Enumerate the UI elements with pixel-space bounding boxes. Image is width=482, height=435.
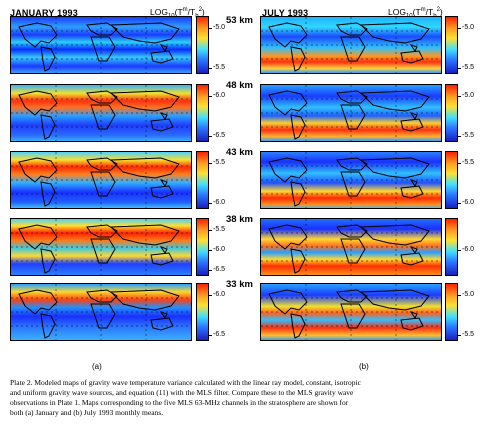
altitude-label: 53 km: [226, 15, 253, 26]
colorbar-tick-mark: [458, 250, 461, 251]
gravity-wave-map: [260, 16, 442, 74]
colorbar-tick-mark: [458, 136, 461, 137]
colorbar-tick-label: -6.0: [213, 199, 226, 206]
colorbar: [196, 84, 209, 142]
january-title: JANUARY 1993: [10, 8, 78, 18]
altitude-label: 38 km: [226, 214, 253, 225]
colorbar: [445, 218, 458, 276]
colorbar-tick-mark: [209, 335, 212, 336]
colorbar-tick-label: -5.5: [213, 159, 226, 166]
colorbar-tick-mark: [209, 68, 212, 69]
colorbar-tick-mark: [209, 203, 212, 204]
colorbar-tick-mark: [458, 203, 461, 204]
colorbar-tick-label: -6.5: [213, 266, 226, 273]
colorbar-tick-mark: [458, 163, 461, 164]
panel-label-a: (a): [92, 362, 102, 371]
colorbar-tick-mark: [458, 28, 461, 29]
altitude-label: 33 km: [226, 279, 253, 290]
colorbar-tick-label: -5.5: [462, 132, 475, 139]
colorbar-tick-label: -6.0: [213, 92, 226, 99]
gravity-wave-map: [10, 151, 192, 209]
colorbar-tick-mark: [209, 250, 212, 251]
colorbar-tick-label: -5.0: [213, 24, 226, 31]
colorbar-tick-label: -5.0: [462, 291, 475, 298]
caption-line: Plate 2. Modeled maps of gravity wave te…: [10, 378, 361, 387]
colorbar-tick-label: -6.0: [462, 246, 475, 253]
caption-line: observations in Plate 1. Maps correspond…: [10, 398, 349, 407]
colorbar-tick-mark: [209, 28, 212, 29]
gravity-wave-map: [260, 283, 442, 341]
colorbar-tick-mark: [458, 295, 461, 296]
altitude-label: 48 km: [226, 80, 253, 91]
colorbar: [196, 16, 209, 74]
figure-caption: Plate 2. Modeled maps of gravity wave te…: [10, 378, 361, 418]
colorbar-tick-mark: [458, 68, 461, 69]
colorbar-tick-label: -6.0: [462, 199, 475, 206]
colorbar-tick-label: -6.0: [213, 291, 226, 298]
colorbar-tick-label: -5.5: [462, 331, 475, 338]
caption-line: both (a) January and (b) July 1993 month…: [10, 408, 164, 417]
gravity-wave-map: [260, 218, 442, 276]
colorbar: [445, 84, 458, 142]
colorbar-tick-label: -5.5: [462, 64, 475, 71]
altitude-label: 43 km: [226, 147, 253, 158]
colorbar: [445, 151, 458, 209]
colorbar: [196, 283, 209, 341]
colorbar-tick-label: -5.0: [462, 92, 475, 99]
gravity-wave-map: [10, 283, 192, 341]
panel-label-b: (b): [359, 362, 369, 371]
colorbar-tick-label: -6.5: [213, 331, 226, 338]
colorbar-tick-label: -5.5: [462, 159, 475, 166]
gravity-wave-map: [10, 84, 192, 142]
colorbar: [196, 218, 209, 276]
colorbar-tick-label: -5.5: [213, 226, 226, 233]
colorbar: [445, 16, 458, 74]
gravity-wave-map: [10, 16, 192, 74]
colorbar-tick-label: -5.5: [213, 64, 226, 71]
colorbar: [196, 151, 209, 209]
gravity-wave-map: [260, 151, 442, 209]
gravity-wave-map: [260, 84, 442, 142]
colorbar-tick-mark: [209, 163, 212, 164]
colorbar-tick-label: -5.0: [462, 24, 475, 31]
colorbar-tick-mark: [209, 270, 212, 271]
colorbar-tick-mark: [209, 96, 212, 97]
colorbar-tick-mark: [209, 230, 212, 231]
colorbar-tick-mark: [209, 136, 212, 137]
colorbar-tick-mark: [458, 96, 461, 97]
colorbar-tick-mark: [209, 295, 212, 296]
colorbar-tick-mark: [458, 335, 461, 336]
july-title: JULY 1993: [262, 8, 309, 18]
colorbar-tick-label: -6.5: [213, 132, 226, 139]
colorbar: [445, 283, 458, 341]
colorbar-tick-label: -6.0: [213, 246, 226, 253]
caption-line: and uniform gravity wave sources, and eq…: [10, 388, 354, 397]
gravity-wave-map: [10, 218, 192, 276]
